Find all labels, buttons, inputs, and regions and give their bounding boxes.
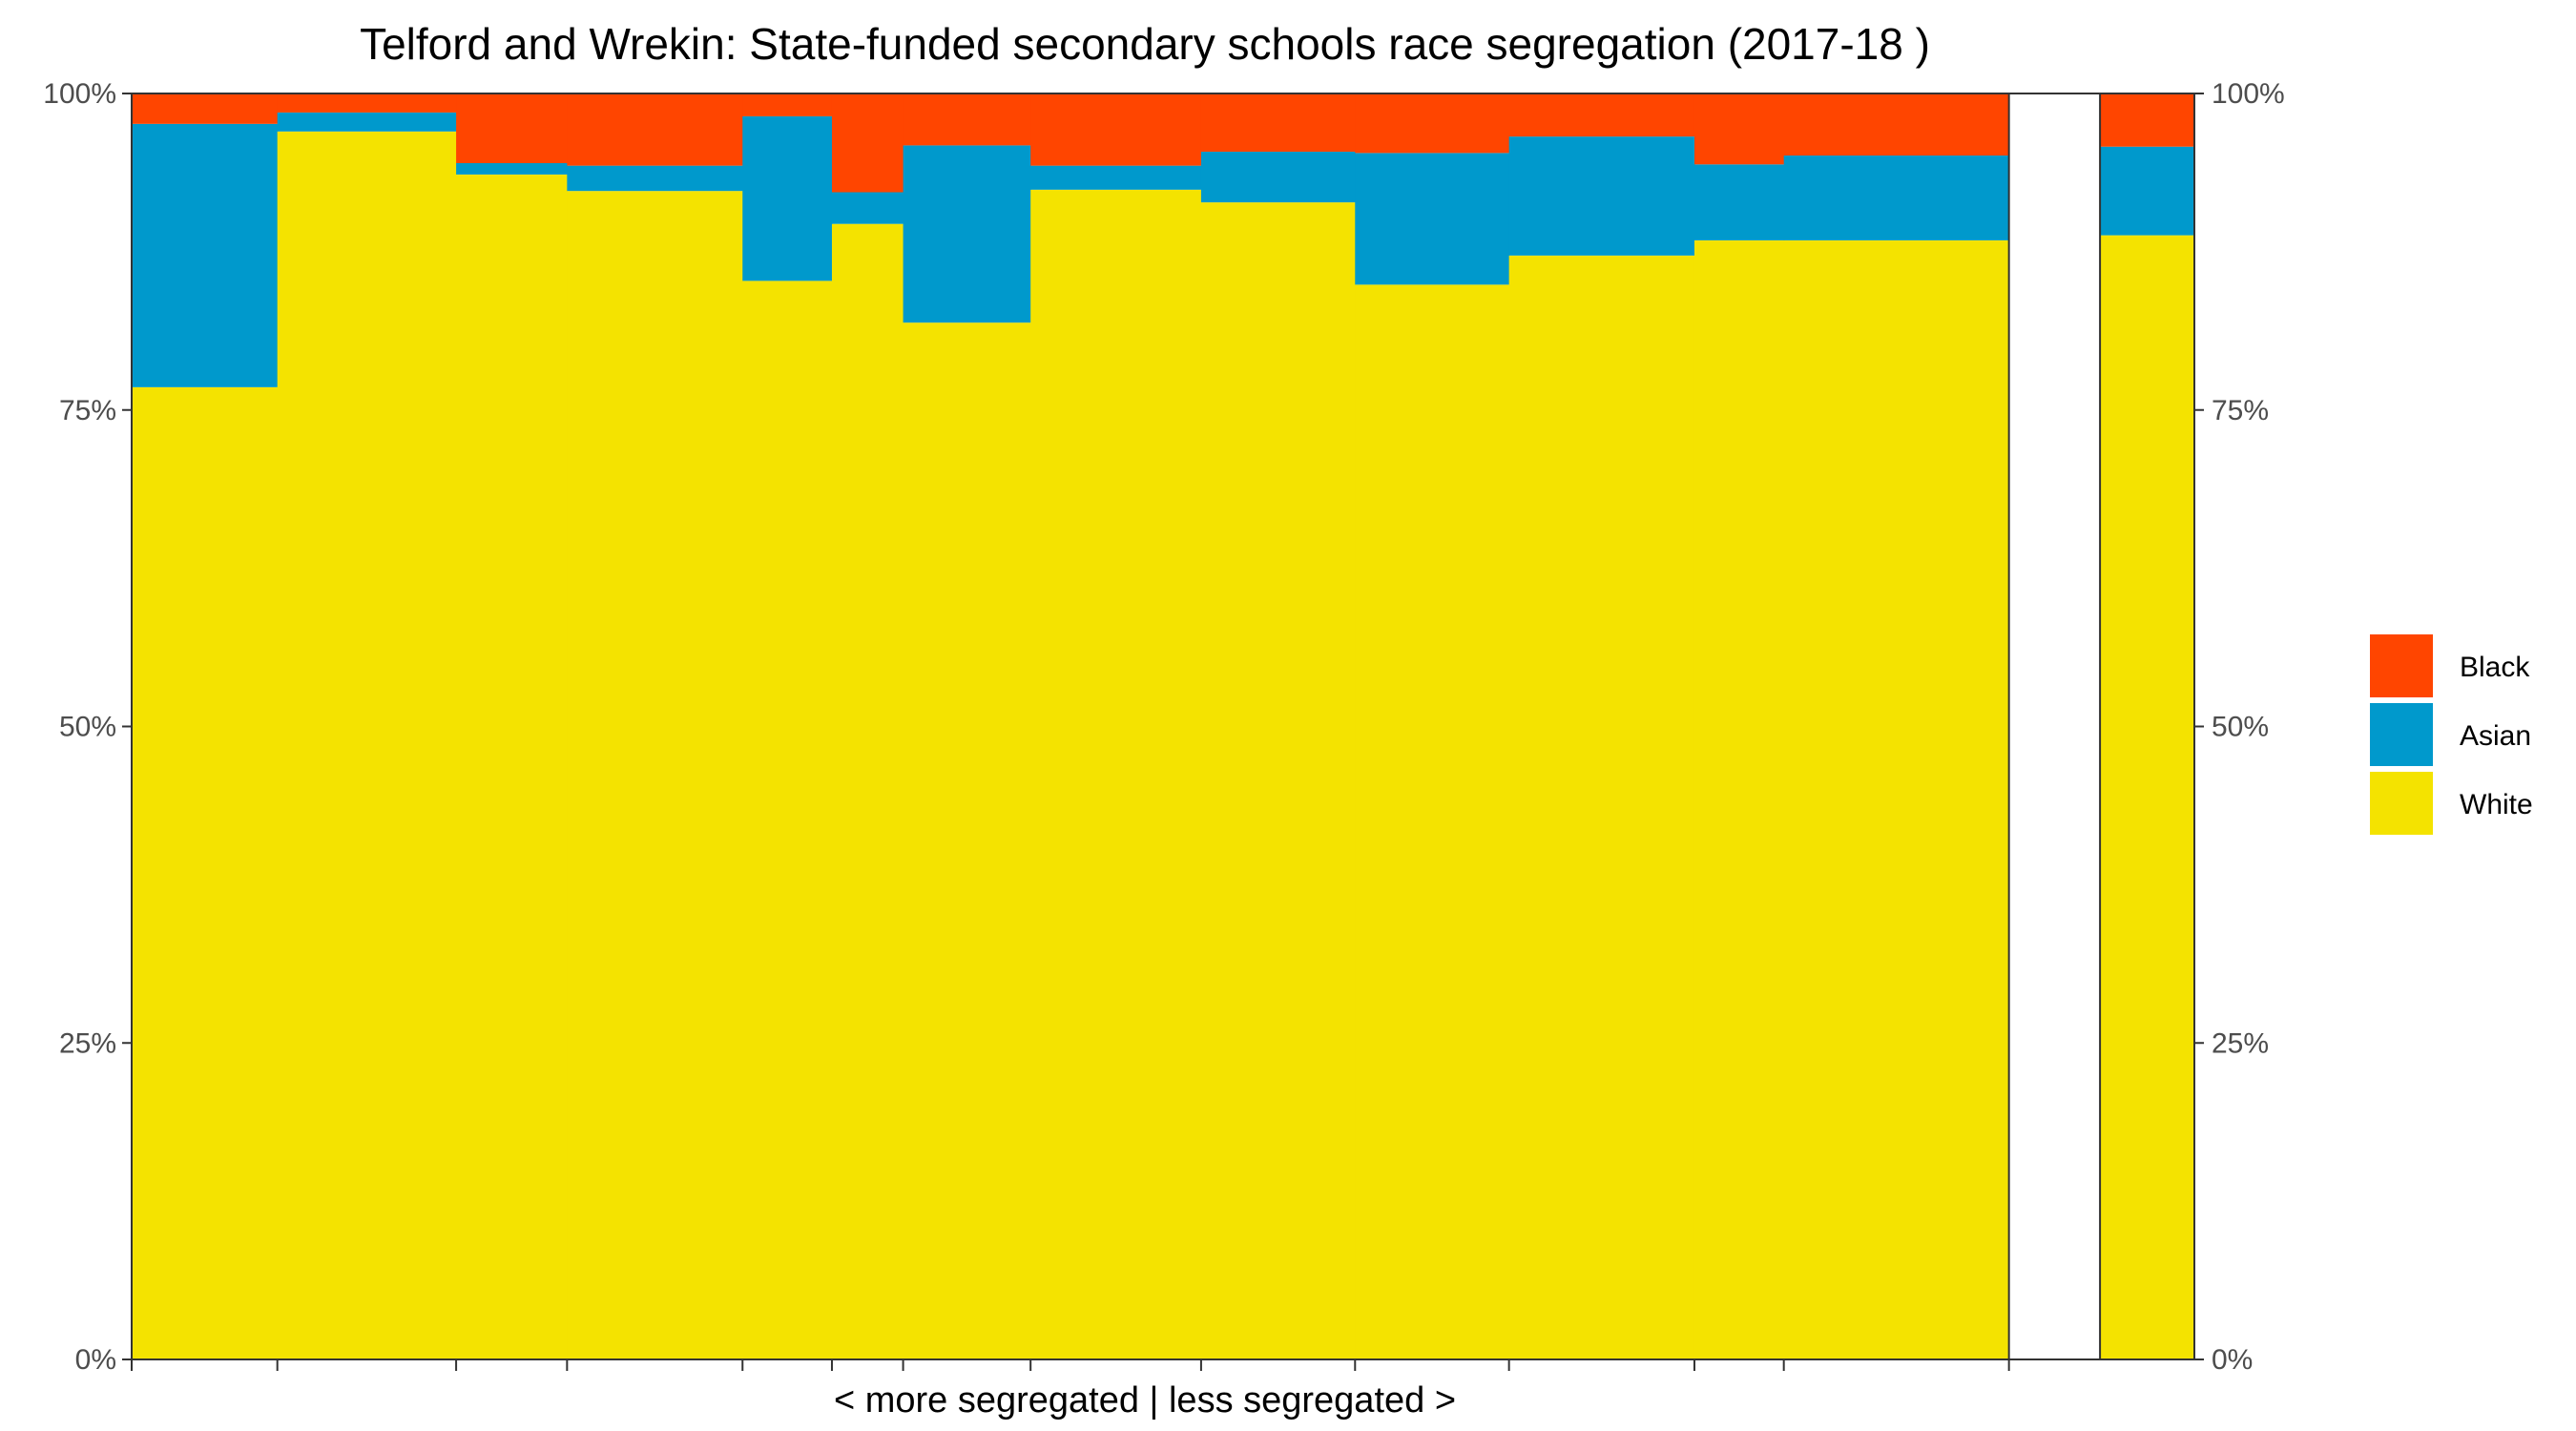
legend-key-asian xyxy=(2370,703,2433,766)
bar-white-11 xyxy=(1508,255,1695,1360)
y-tick-label-left: 100% xyxy=(43,78,116,110)
legend-key-black xyxy=(2370,634,2433,697)
bar-white-13 xyxy=(1783,239,2010,1359)
bar-black-7 xyxy=(903,93,1031,146)
bar-asian-11 xyxy=(1508,136,1695,256)
y-tick-label-left: 50% xyxy=(59,712,116,743)
bar-asian-10 xyxy=(1355,153,1510,285)
y-tick-label-right: 100% xyxy=(2212,78,2285,110)
x-axis-label: < more segregated | less segregated > xyxy=(834,1380,1456,1421)
bar-asian-1 xyxy=(132,123,279,387)
bar-white-9 xyxy=(1200,202,1356,1360)
legend-label-black: Black xyxy=(2460,652,2530,683)
bar-white-6 xyxy=(831,223,904,1359)
legend-key-white xyxy=(2370,772,2433,835)
legend-label-asian: Asian xyxy=(2460,720,2531,752)
bar-black-10 xyxy=(1355,93,1510,154)
bar-asian-6 xyxy=(831,192,904,224)
y-tick-label-right: 50% xyxy=(2212,712,2269,743)
summary-bar-black xyxy=(2100,93,2194,147)
summary-bar-asian xyxy=(2100,146,2194,236)
bar-black-3 xyxy=(456,93,568,163)
bar-white-12 xyxy=(1693,239,1785,1359)
bar-asian-3 xyxy=(456,162,568,175)
bar-black-13 xyxy=(1783,93,2010,156)
bar-white-4 xyxy=(567,191,743,1360)
legend-label-white: White xyxy=(2460,789,2533,820)
bar-white-8 xyxy=(1030,189,1202,1359)
bar-white-10 xyxy=(1355,284,1510,1360)
bar-asian-9 xyxy=(1200,152,1356,203)
bar-white-3 xyxy=(456,174,568,1360)
bar-black-8 xyxy=(1030,93,1202,166)
bar-asian-12 xyxy=(1693,164,1785,240)
bar-black-11 xyxy=(1508,93,1695,137)
chart-title: Telford and Wrekin: State-funded seconda… xyxy=(360,19,1930,69)
bar-black-9 xyxy=(1200,93,1356,153)
bar-black-6 xyxy=(831,93,904,193)
bar-asian-8 xyxy=(1030,165,1202,190)
bar-white-5 xyxy=(742,280,833,1359)
bar-white-2 xyxy=(277,131,457,1359)
bar-white-1 xyxy=(132,386,279,1359)
y-tick-label-right: 0% xyxy=(2212,1344,2253,1376)
y-tick-label-left: 75% xyxy=(59,395,116,426)
bars-layer xyxy=(132,93,2194,1360)
legend: Black Asian White xyxy=(2370,634,2533,835)
bar-asian-13 xyxy=(1783,156,2010,240)
bar-black-12 xyxy=(1693,93,1785,165)
bar-asian-5 xyxy=(742,115,833,281)
y-tick-label-right: 75% xyxy=(2212,395,2269,426)
y-tick-label-left: 0% xyxy=(75,1344,116,1376)
bar-black-2 xyxy=(277,93,457,113)
y-tick-label-right: 25% xyxy=(2212,1027,2269,1059)
bar-black-5 xyxy=(742,93,833,116)
bar-white-7 xyxy=(903,322,1031,1359)
bar-black-1 xyxy=(132,93,279,124)
bar-asian-2 xyxy=(277,112,457,132)
bar-asian-7 xyxy=(903,145,1031,323)
summary-bar-white xyxy=(2100,235,2194,1359)
y-tick-label-left: 25% xyxy=(59,1027,116,1059)
bar-asian-4 xyxy=(567,165,743,192)
axes-layer: 0% 0% 25% 25% 50% 50% 75% 75% 100% 100% xyxy=(43,78,2284,1376)
bar-black-4 xyxy=(567,93,743,166)
